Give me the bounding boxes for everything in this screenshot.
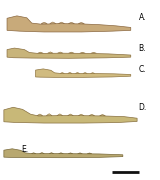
Polygon shape [4,107,137,123]
Polygon shape [78,153,82,154]
Polygon shape [38,52,43,53]
Text: E.: E. [21,145,28,154]
Polygon shape [91,52,96,53]
Polygon shape [7,16,131,32]
Polygon shape [100,114,105,116]
Polygon shape [78,22,84,24]
Polygon shape [49,153,54,154]
Text: A.: A. [139,13,146,22]
Polygon shape [46,114,52,116]
Polygon shape [78,114,84,116]
Polygon shape [68,72,72,73]
Text: C.: C. [139,65,146,74]
Polygon shape [89,114,95,116]
Polygon shape [4,149,123,158]
Polygon shape [50,22,56,24]
Polygon shape [57,114,63,116]
Text: B.: B. [139,44,146,53]
Polygon shape [80,52,85,53]
Polygon shape [48,52,53,53]
Polygon shape [75,72,80,73]
Polygon shape [87,153,92,154]
Polygon shape [69,52,74,53]
Polygon shape [57,52,63,53]
Polygon shape [31,153,36,154]
Polygon shape [7,48,131,58]
Polygon shape [68,22,74,24]
Polygon shape [37,114,43,116]
Polygon shape [36,69,131,77]
Polygon shape [68,114,73,116]
Polygon shape [40,152,44,154]
Polygon shape [41,22,47,24]
Polygon shape [58,22,65,24]
Polygon shape [59,153,63,154]
Text: D.: D. [139,103,147,112]
Polygon shape [68,153,73,154]
